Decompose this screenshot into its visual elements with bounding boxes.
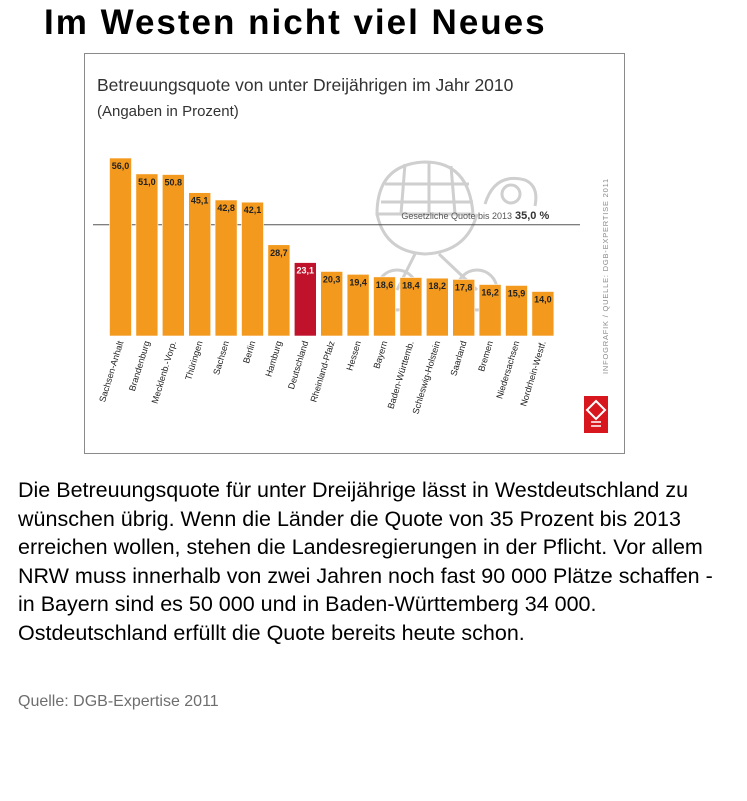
bar [188, 192, 211, 337]
bar [505, 285, 528, 337]
bar [346, 274, 370, 337]
bar [267, 244, 291, 337]
bar [452, 279, 476, 337]
bar [425, 277, 449, 337]
category-label: Brandenburg [127, 340, 152, 393]
bars-layer: 56,0 51,0 50.8 45,1 42,8 42,1 28,7 23,1 20,3 19,4… [93, 157, 580, 337]
bar-value-label: 17,8 [455, 282, 473, 292]
bar [109, 157, 132, 337]
bar-value-label: 56,0 [112, 161, 130, 171]
bar [241, 201, 264, 337]
category-label: Nordrhein-Westf. [518, 340, 547, 408]
page-headline: Im Westen nicht viel Neues [44, 3, 547, 42]
source-line: Quelle: DGB-Expertise 2011 [18, 693, 219, 710]
bar-value-label: 23,1 [297, 266, 315, 276]
bar-value-label: 51,0 [138, 177, 156, 187]
bar [320, 271, 343, 337]
category-label: Hessen [345, 340, 363, 372]
category-label: Hamburg [263, 340, 283, 378]
bar-value-label: 18,2 [429, 281, 447, 291]
category-label: Rheinland-Pfalz [308, 339, 336, 403]
bar-value-label: 15,9 [508, 288, 526, 298]
bar-value-label: 14,0 [534, 295, 552, 305]
bar-value-label: 16,2 [481, 288, 499, 298]
reference-line-label: Gesetzliche Quote bis 2013 [401, 211, 512, 221]
bar-value-label: 20,3 [323, 274, 341, 284]
category-label: Schleswig-Holstein [410, 340, 442, 416]
category-label: Bayern [372, 340, 390, 370]
category-label: Saarland [449, 340, 469, 377]
category-label: Sachsen [211, 340, 231, 376]
category-labels-layer: Sachsen-Anhalt BrandenburgMecklenb.-Vorp.… [97, 339, 548, 415]
bar-chart: Betreuungsquote von unter Dreijährigen i… [93, 75, 610, 433]
category-label: Baden-Württemb. [386, 340, 416, 410]
reference-layer: Gesetzliche Quote bis 2013 35,0 % [401, 210, 549, 222]
bar-value-label: 28,7 [270, 248, 288, 258]
ig-metall-logo-icon [584, 396, 608, 433]
bar [373, 276, 396, 337]
category-label: Mecklenb.-Vorp. [150, 340, 179, 405]
category-label: Berlin [241, 340, 257, 365]
bar-value-label: 45,1 [191, 196, 209, 206]
category-label: Bremen [476, 340, 495, 373]
article-body: Die Betreuungsquote für unter Dreijährig… [18, 478, 713, 645]
bar [135, 173, 159, 337]
bar [214, 199, 238, 337]
bar-value-label: 18,6 [376, 280, 394, 290]
chart-frame: Betreuungsquote von unter Dreijährigen i… [84, 53, 625, 454]
chart-subtitle: (Angaben in Prozent) [97, 103, 239, 120]
bar [478, 284, 502, 337]
side-credit: INFOGRAFIK / QUELLE: DGB-EXPERTISE 2011 [601, 178, 610, 374]
category-label: Deutschland [286, 340, 310, 391]
reference-line-value: 35,0 % [515, 210, 549, 222]
category-label: Sachsen-Anhalt [97, 339, 125, 403]
stroller-watermark-icon [375, 160, 538, 312]
bar-value-label: 18,4 [402, 281, 420, 291]
category-label: Thüringen [183, 340, 204, 382]
bar-value-label: 42,8 [217, 203, 235, 213]
bar [399, 277, 423, 337]
category-label: Niedersachsen [494, 340, 521, 400]
bar [531, 291, 555, 337]
bar [162, 174, 185, 337]
bar [294, 262, 317, 337]
bar-value-label: 19,4 [349, 277, 367, 287]
bar-value-label: 50.8 [165, 178, 183, 188]
chart-title: Betreuungsquote von unter Dreijährigen i… [97, 75, 514, 95]
bar-value-label: 42,1 [244, 205, 262, 215]
